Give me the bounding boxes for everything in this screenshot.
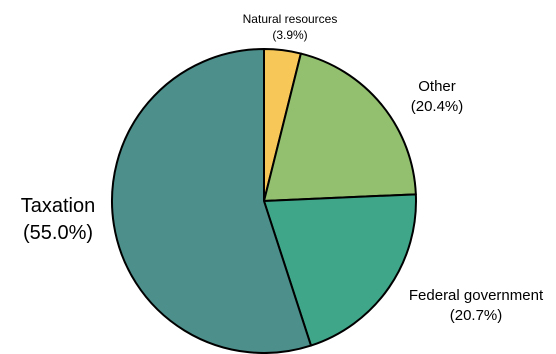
label-federal-government-name: Federal government: [409, 287, 544, 304]
slice-layer: [111, 48, 417, 354]
pie-slice-taxation: [111, 48, 312, 354]
label-taxation-name: Taxation: [21, 195, 96, 217]
label-taxation: Taxation (55.0%): [21, 195, 96, 244]
label-federal-government: Federal government (20.7%): [409, 287, 544, 324]
label-taxation-percent: (55.0%): [23, 222, 93, 244]
label-other-percent: (20.4%): [411, 98, 464, 115]
label-natural-resources-name: Natural resources: [243, 12, 338, 26]
pie-slice-other: [263, 52, 417, 202]
label-natural-resources-percent: (3.9%): [272, 28, 307, 42]
label-other: Other (20.4%): [411, 78, 464, 115]
label-other-name: Other: [418, 78, 456, 95]
label-federal-government-percent: (20.7%): [450, 307, 503, 324]
pie-slice-federal-government: [263, 193, 417, 347]
label-natural-resources: Natural resources (3.9%): [243, 12, 338, 42]
